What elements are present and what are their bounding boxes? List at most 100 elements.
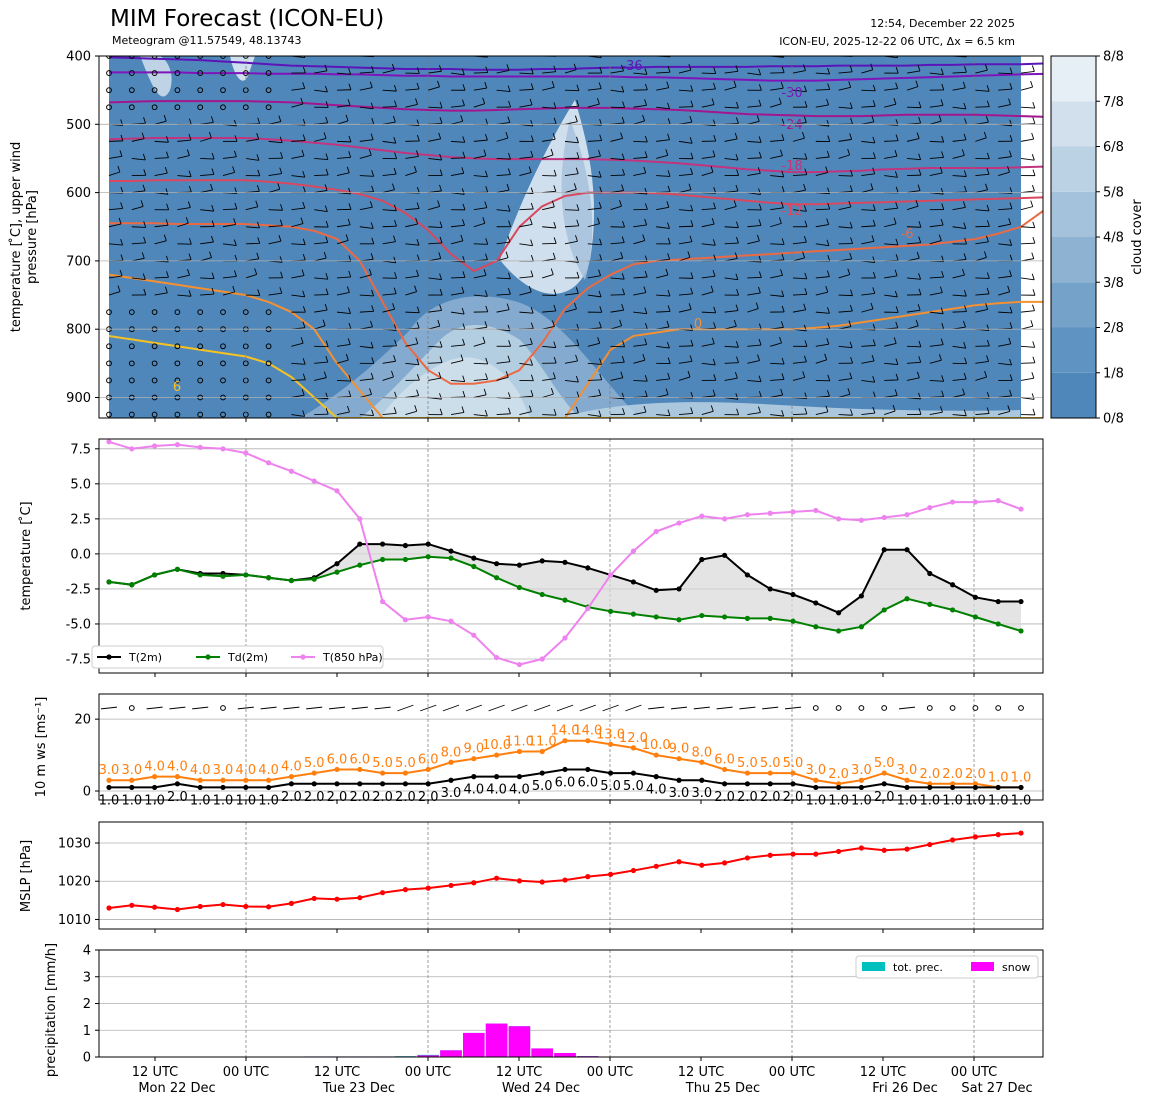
wind-barb-flag: [142, 153, 146, 161]
wind-barb-flag: [391, 63, 395, 71]
wind-barb: [929, 104, 944, 108]
wind-barb-flag: [257, 221, 260, 229]
wind-barb-flag: [369, 388, 372, 395]
wind-barb-flag: [1031, 154, 1035, 161]
wind-barb-flag: [689, 137, 693, 144]
axes-frame: [98, 821, 1044, 930]
data-point: [494, 752, 500, 758]
wind-barb: [283, 706, 300, 710]
wind-barb-flag: [963, 222, 967, 229]
wind-barb: [291, 414, 305, 417]
wind-barb-flag: [713, 67, 717, 74]
wind-barb-flag: [1009, 82, 1013, 90]
wind-barb: [1020, 86, 1033, 91]
gust-data-label: 11.0: [505, 734, 534, 749]
wind-barb: [200, 137, 212, 142]
wind-barb: [314, 277, 328, 280]
wind-barb-flag: [871, 235, 875, 242]
data-point: [972, 614, 979, 620]
wind-barb: [998, 208, 1013, 211]
wind-barb: [815, 156, 830, 159]
wind-barb-flag: [300, 97, 304, 105]
wind-barb: [314, 158, 328, 160]
wind-barb-flag: [370, 320, 373, 327]
wind-barb-flag: [573, 183, 577, 190]
wind-barb: [952, 378, 967, 381]
wind-barb: [488, 704, 505, 712]
data-point: [630, 611, 637, 617]
wind-barb-flag: [392, 183, 395, 190]
data-point: [106, 439, 112, 445]
wind-barb-flag: [781, 118, 785, 125]
wind-barb-flag: [485, 170, 488, 177]
wind-barb-flag: [506, 183, 510, 191]
wind-barb-flag: [778, 97, 782, 104]
snow-bar: [554, 1052, 576, 1057]
calm-wind-marker: [972, 705, 979, 711]
wind-barb-flag: [233, 218, 237, 225]
wind-barb-flag: [257, 169, 261, 176]
wind-barb: [587, 223, 600, 228]
data-point: [380, 598, 386, 605]
wind-barb-flag: [371, 289, 375, 297]
wind-barb-flag: [781, 357, 785, 365]
colorbar-tick-label: 2/8: [1103, 321, 1124, 336]
wind-barb: [1020, 106, 1035, 109]
wind-barb-flag: [644, 151, 648, 158]
colorbar-segment: [1051, 372, 1096, 418]
wind-barb-flag: [371, 237, 375, 244]
wind-barb-flag: [804, 168, 808, 175]
wind-barb-flag: [690, 204, 694, 211]
wind-barb-flag: [713, 187, 717, 194]
wind-barb: [450, 344, 465, 347]
wind-barb: [975, 89, 990, 92]
colorbar-segment: [1051, 101, 1096, 147]
wind-barb-flag: [780, 269, 783, 276]
wind-barb: [747, 360, 760, 364]
wind-barb-flag: [895, 202, 899, 209]
wind-barb-flag: [302, 201, 306, 209]
wind-barb: [815, 291, 828, 296]
wind-barb: [884, 207, 898, 211]
wind-barb-flag: [117, 285, 121, 292]
legend-marker: [205, 654, 211, 660]
y-tick-label: 1020: [58, 875, 91, 890]
wind-barb-flag: [575, 167, 579, 174]
wind-barb: [519, 156, 533, 159]
wind-barb-flag: [550, 387, 554, 395]
wind-barb-flag: [644, 322, 648, 330]
gust-data-label: 3.0: [121, 763, 142, 778]
wind-barb-flag: [370, 102, 374, 109]
wind-barb: [656, 139, 670, 142]
data-point: [836, 516, 842, 522]
wind-barb-flag: [323, 251, 327, 259]
data-point: [243, 572, 249, 578]
data-point: [311, 478, 317, 484]
wind-barb-flag: [439, 288, 443, 296]
wind-barb-flag: [461, 68, 465, 75]
wind-barb-flag: [1009, 322, 1013, 329]
data-point: [858, 624, 865, 630]
wind-barb: [382, 89, 397, 92]
calm-wind-marker: [174, 87, 181, 94]
wind-barb-flag: [576, 152, 580, 159]
wind-barb-flag: [393, 84, 397, 92]
issue-time: 12:54, December 22 2025: [870, 17, 1015, 30]
calm-wind-marker: [220, 56, 226, 59]
gust-data-label: 5.0: [760, 756, 781, 771]
wind-barb: [998, 156, 1012, 159]
data-point: [402, 770, 408, 776]
wind-barb-flag: [528, 166, 532, 173]
wind-barb: [245, 158, 260, 161]
data-point: [858, 784, 865, 791]
wind-barb-flag: [440, 50, 442, 56]
wind-barb-flag: [462, 390, 466, 398]
wind-barb: [929, 72, 944, 75]
wind-barb: [998, 171, 1010, 176]
calm-wind-marker: [242, 309, 249, 316]
wind-barb: [884, 362, 898, 365]
wind-barb-flag: [804, 85, 807, 92]
x-tick-date-label: Fri 26 Dec: [872, 1081, 937, 1096]
calm-wind-marker: [128, 411, 135, 418]
